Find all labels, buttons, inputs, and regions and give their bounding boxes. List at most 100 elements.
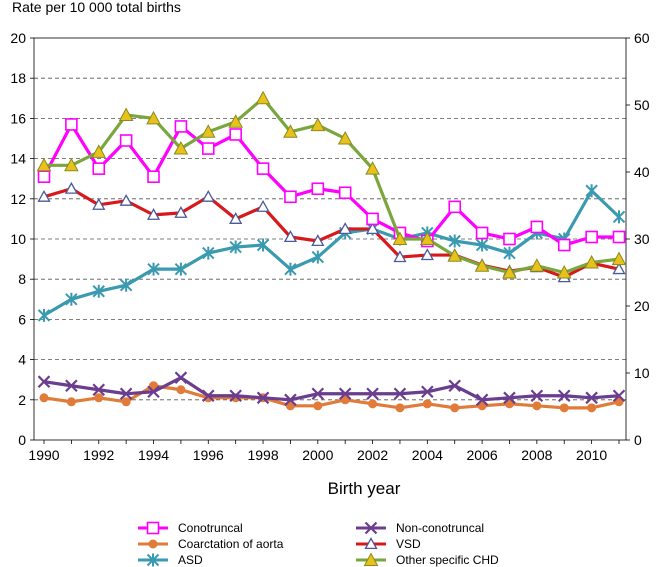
legend-label: Coarctation of aorta — [178, 537, 284, 551]
data-point — [366, 212, 379, 226]
data-point — [146, 110, 161, 125]
data-point — [65, 292, 78, 306]
data-point — [612, 230, 626, 244]
data-point — [283, 124, 298, 138]
legend-marker — [146, 553, 160, 567]
data-point — [365, 161, 380, 175]
y2-tick-label: 50 — [634, 97, 650, 113]
series-asd — [37, 184, 626, 322]
data-point — [36, 157, 52, 172]
data-point — [313, 401, 323, 411]
data-point — [285, 401, 295, 411]
data-point — [174, 206, 188, 218]
x-tick-label: 1992 — [83, 447, 114, 463]
data-point — [338, 186, 352, 200]
data-point — [585, 230, 598, 244]
legend-item: Non-conotruncal — [356, 521, 484, 535]
data-point — [504, 399, 514, 409]
data-point — [475, 238, 489, 252]
data-point — [474, 258, 490, 272]
data-point — [37, 189, 51, 202]
data-point — [557, 238, 571, 252]
data-point — [174, 120, 188, 133]
data-point — [92, 162, 106, 175]
data-point — [311, 250, 325, 264]
data-point — [229, 212, 243, 224]
data-point — [149, 381, 159, 391]
x-axis-label: Birth year — [328, 479, 401, 498]
series-line — [43, 376, 620, 402]
series-line — [43, 189, 621, 317]
gridlines — [34, 77, 626, 401]
data-point — [119, 387, 133, 401]
data-point — [614, 397, 624, 407]
y-tick-label: 20 — [10, 30, 26, 46]
data-point — [65, 118, 78, 131]
x-tick-label: 2000 — [302, 447, 333, 463]
data-point — [174, 371, 188, 384]
data-point — [229, 389, 242, 403]
data-point — [256, 238, 270, 252]
y-tick-label: 2 — [18, 392, 26, 408]
series-other-specific-chd — [36, 90, 627, 279]
data-point — [176, 385, 186, 395]
data-point — [119, 193, 133, 206]
data-point — [503, 246, 516, 260]
x-tick-label: 2004 — [412, 447, 443, 463]
data-point — [37, 375, 51, 388]
legend-item: Coarctation of aorta — [138, 537, 284, 551]
data-point — [147, 262, 160, 276]
data-point — [338, 222, 352, 235]
data-point — [310, 117, 326, 132]
data-point — [611, 251, 627, 266]
data-point — [64, 157, 79, 172]
data-point — [395, 403, 405, 413]
data-point — [202, 389, 215, 403]
data-point — [37, 170, 51, 183]
legend-marker — [146, 521, 160, 535]
data-point — [201, 142, 215, 155]
series-conotruncal — [37, 118, 626, 252]
data-point — [612, 210, 626, 224]
data-point — [284, 262, 297, 276]
y-tick-label: 8 — [18, 271, 26, 287]
data-point — [174, 262, 188, 276]
x-tick-label: 2002 — [357, 447, 388, 463]
data-point — [447, 248, 463, 262]
legend-label: Conotruncal — [178, 521, 243, 535]
data-point — [121, 397, 131, 407]
right-y-ticks: 0 10 20 30 40 50 60 — [626, 30, 650, 448]
data-point — [392, 231, 408, 245]
y-tick-label: 14 — [10, 151, 26, 167]
data-point — [311, 387, 325, 401]
x-tick-label: 2010 — [576, 447, 607, 463]
series-line — [42, 122, 619, 247]
y-tick-label: 18 — [10, 70, 26, 86]
data-point — [92, 383, 106, 397]
data-point — [201, 189, 215, 202]
data-point — [365, 222, 380, 235]
data-point — [338, 387, 352, 401]
data-point — [284, 393, 297, 407]
data-point — [284, 190, 297, 204]
data-point — [556, 264, 572, 279]
data-point — [255, 90, 271, 105]
data-point — [448, 200, 462, 214]
data-point — [64, 181, 78, 194]
data-point — [118, 107, 134, 122]
data-point — [502, 264, 517, 279]
data-point — [229, 128, 242, 141]
y2-tick-label: 10 — [634, 365, 650, 381]
series-line — [44, 96, 620, 275]
legend-item: ASD — [138, 553, 203, 567]
data-point — [256, 391, 270, 405]
data-point — [530, 220, 544, 234]
data-point — [475, 393, 489, 407]
data-point — [557, 389, 571, 403]
data-point — [92, 284, 105, 298]
y-tick-label: 16 — [10, 110, 26, 126]
data-point — [503, 391, 516, 405]
data-point — [422, 399, 432, 409]
legend-label: Other specific CHD — [396, 553, 499, 567]
data-point — [229, 240, 242, 254]
